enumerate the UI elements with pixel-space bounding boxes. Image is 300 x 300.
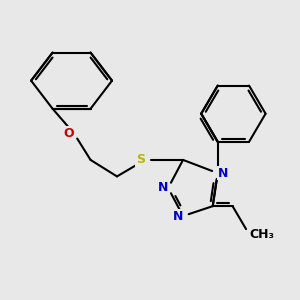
Text: CH₃: CH₃: [249, 228, 274, 241]
Text: N: N: [218, 167, 228, 180]
Text: N: N: [172, 209, 183, 223]
Text: S: S: [136, 153, 145, 167]
Text: N: N: [158, 182, 168, 194]
Text: O: O: [63, 127, 74, 140]
